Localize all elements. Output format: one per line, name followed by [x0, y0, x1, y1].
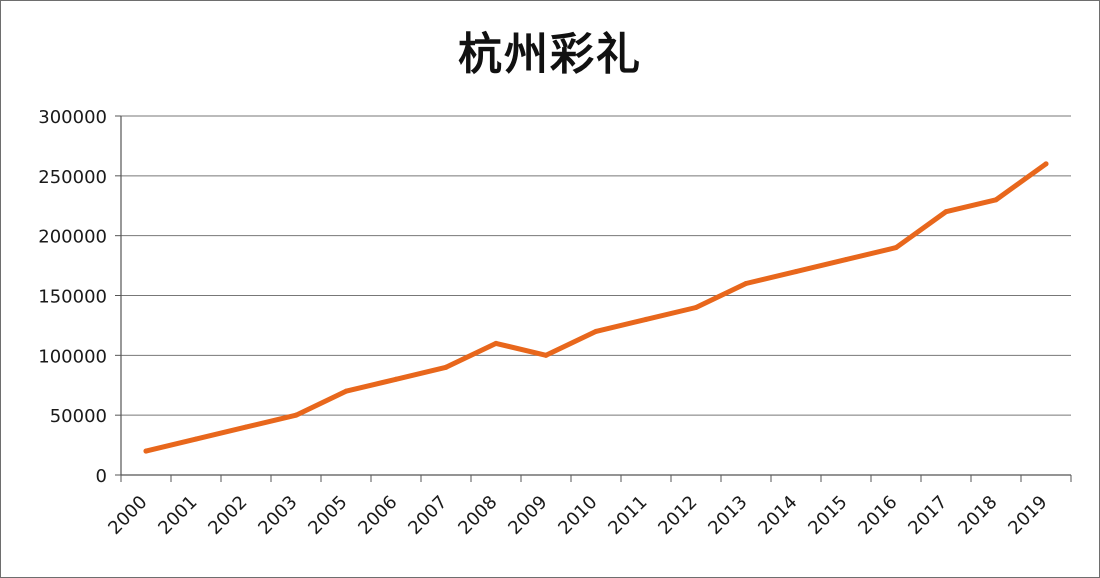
x-tick-label: 2014	[754, 492, 801, 539]
chart-title: 杭州彩礼	[458, 29, 642, 80]
x-tick-label: 2012	[654, 492, 701, 539]
data-point	[693, 304, 699, 310]
series-line-0	[143, 161, 1049, 454]
data-point	[493, 340, 499, 346]
x-tick-label: 2011	[604, 492, 651, 539]
data-point	[1043, 161, 1049, 167]
grid-lines	[121, 115, 1071, 416]
data-point	[393, 376, 399, 382]
x-tick-label: 2010	[554, 492, 601, 539]
series	[143, 161, 1049, 454]
x-tick-label: 2002	[204, 492, 251, 539]
data-point	[143, 448, 149, 454]
data-point	[743, 281, 749, 287]
x-tick-label: 2019	[1004, 492, 1051, 539]
data-point	[443, 364, 449, 370]
x-tick-label: 2005	[304, 492, 351, 539]
x-tick-label: 2009	[504, 492, 551, 539]
y-tick-label: 200000	[38, 227, 107, 248]
data-point	[193, 436, 199, 442]
data-point	[993, 197, 999, 203]
data-point	[943, 209, 949, 215]
data-point	[643, 316, 649, 322]
data-point	[293, 412, 299, 418]
x-tick-label: 2016	[854, 492, 901, 539]
data-point	[843, 257, 849, 263]
x-tick-label: 2001	[154, 492, 201, 539]
y-tick-label: 150000	[38, 287, 107, 308]
x-tick-label: 2015	[804, 492, 851, 539]
x-tick-labels: 2000 2001 2002 2003 2005 2006 2007 2008 2009 2010…	[104, 492, 1051, 539]
data-point	[543, 352, 549, 358]
data-point	[793, 269, 799, 275]
x-tick-label: 2007	[404, 492, 451, 539]
x-tick-label: 2003	[254, 492, 301, 539]
x-tick-label: 2000	[104, 492, 151, 539]
data-point	[593, 328, 599, 334]
x-tick-label: 2018	[954, 492, 1001, 539]
data-point	[893, 245, 899, 251]
y-tick-label: 100000	[38, 346, 107, 367]
y-tick-label: 0	[96, 466, 107, 487]
y-tick-label: 300000	[38, 107, 107, 128]
x-tick-label: 2008	[454, 492, 501, 539]
data-point	[243, 424, 249, 430]
axes	[115, 115, 1072, 482]
x-tick-label: 2017	[904, 492, 951, 539]
y-tick-label: 250000	[38, 167, 107, 188]
x-tick-label: 2006	[354, 492, 401, 539]
data-point	[343, 388, 349, 394]
y-tick-label: 50000	[50, 406, 107, 427]
x-tick-label: 2013	[704, 492, 751, 539]
y-tick-labels: 0 50000 100000 150000 200000 250000 300000	[38, 107, 107, 487]
